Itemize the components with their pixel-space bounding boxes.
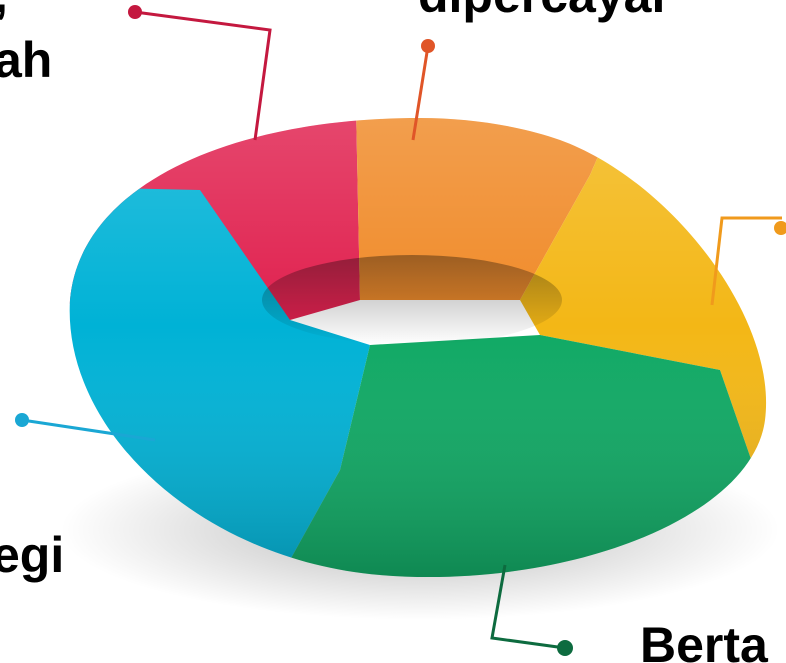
callout-green bbox=[490, 564, 573, 656]
callout-crimson bbox=[128, 5, 272, 141]
callout-line-orange bbox=[411, 45, 430, 141]
callout-dot-cyan bbox=[15, 413, 29, 427]
callout-line-yellow bbox=[710, 216, 782, 306]
label-bottom-left: egi bbox=[0, 527, 65, 583]
callout-orange bbox=[411, 39, 435, 141]
callout-dot-orange bbox=[421, 39, 435, 53]
callout-yellow bbox=[710, 216, 786, 306]
callout-line-cyan bbox=[21, 418, 156, 442]
callout-dot-green bbox=[557, 640, 573, 656]
callout-line-crimson bbox=[134, 10, 272, 141]
label-top-left-line1: , bbox=[0, 0, 8, 20]
label-top-left-line2: ah bbox=[0, 32, 53, 88]
callout-dot-yellow bbox=[774, 221, 786, 235]
callout-cyan bbox=[15, 413, 156, 442]
callout-dot-crimson bbox=[128, 5, 142, 19]
torus-shading bbox=[69, 118, 767, 578]
callout-line-green bbox=[490, 564, 566, 650]
label-top-center: dipercayai bbox=[418, 0, 665, 20]
label-bottom-right: Berta bbox=[640, 617, 768, 663]
hole-inner-shadow bbox=[262, 255, 562, 345]
